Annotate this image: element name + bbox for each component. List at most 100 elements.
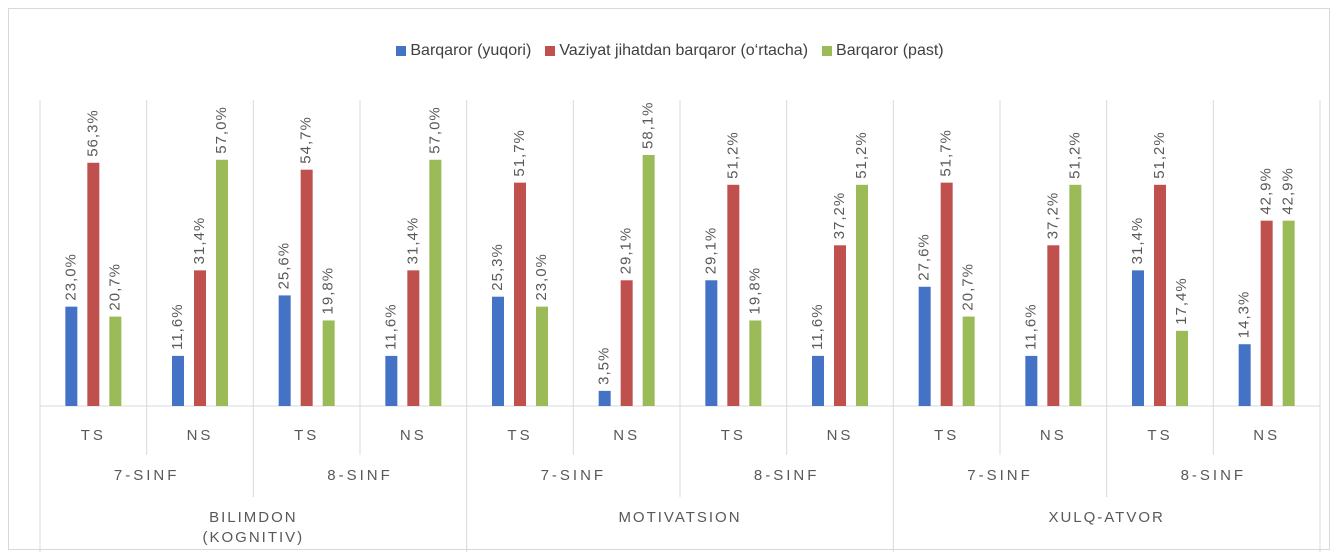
legend-label: Barqaror (yuqori): [410, 42, 532, 59]
bar: [278, 295, 291, 406]
subgroup-label: 8-SINF: [327, 467, 393, 484]
value-label: 14,3%: [1236, 291, 1253, 339]
bar: [1069, 184, 1082, 406]
x-tick-label: NS: [1040, 427, 1067, 444]
bar: [918, 286, 931, 406]
value-label: 17,4%: [1173, 277, 1190, 325]
value-label: 19,8%: [746, 267, 763, 315]
x-tick-label: TS: [294, 427, 319, 444]
value-label: 23,0%: [533, 253, 550, 301]
bar: [834, 245, 846, 406]
legend-swatch: [822, 46, 833, 56]
value-label: 42,9%: [1258, 167, 1275, 215]
subgroup-label: 8-SINF: [754, 467, 820, 484]
value-label: 23,0%: [62, 253, 79, 301]
legend-item: Barqaror (past): [822, 42, 944, 60]
value-label: 37,2%: [1044, 192, 1061, 240]
value-label: 31,4%: [1129, 217, 1146, 265]
group-label: XULQ-ATVOR: [1048, 509, 1165, 526]
bar: [940, 182, 953, 406]
bar: [598, 390, 611, 406]
bar: [705, 280, 718, 406]
value-label: 31,4%: [404, 217, 421, 265]
bar: [1282, 220, 1295, 406]
bar: [172, 355, 184, 406]
value-label: 3,5%: [596, 347, 613, 385]
value-label: 51,2%: [853, 131, 870, 179]
bar: [642, 155, 655, 406]
value-label: 56,3%: [84, 109, 101, 157]
bar: [429, 159, 442, 406]
group-label: MOTIVATSION: [618, 509, 742, 526]
bar: [407, 270, 420, 406]
value-label: 51,7%: [511, 129, 528, 177]
chart-frame: [8, 8, 1330, 550]
x-tick-label: NS: [400, 427, 427, 444]
x-tick-label: NS: [1253, 427, 1280, 444]
bar: [492, 296, 504, 406]
x-tick-label: NS: [613, 427, 640, 444]
bar: [620, 280, 633, 406]
value-label: 20,7%: [960, 263, 977, 311]
legend-swatch: [545, 46, 556, 56]
x-tick-label: TS: [721, 427, 746, 444]
bar: [87, 162, 100, 406]
value-label: 19,8%: [320, 267, 337, 315]
x-tick-label: TS: [81, 427, 106, 444]
bar: [1132, 270, 1144, 406]
value-label: 11,6%: [382, 303, 399, 349]
value-label: 25,6%: [276, 242, 293, 290]
value-label: 29,1%: [618, 227, 635, 275]
legend-label: Vaziyat jihatdan barqaror (o‘rtacha): [559, 42, 809, 59]
value-label: 42,9%: [1280, 167, 1297, 215]
bar: [1047, 245, 1060, 406]
bar: [536, 306, 548, 406]
bar: [856, 184, 868, 406]
value-label: 29,1%: [702, 227, 719, 275]
bar: [1154, 184, 1166, 406]
value-label: 25,3%: [489, 243, 506, 291]
bar: [194, 270, 206, 406]
value-label: 58,1%: [640, 101, 657, 149]
bar: [300, 169, 313, 406]
subgroup-label: 7-SINF: [541, 467, 607, 484]
legend: Barqaror (yuqori) Vaziyat jihatdan barqar…: [0, 42, 1340, 60]
bar: [65, 306, 78, 406]
legend-item: Vaziyat jihatdan barqaror (o‘rtacha): [545, 42, 808, 60]
value-label: 57,0%: [426, 106, 443, 154]
x-tick-label: TS: [1147, 427, 1172, 444]
subgroup-label: 7-SINF: [967, 467, 1033, 484]
value-label: 27,6%: [916, 233, 933, 281]
bar: [962, 316, 975, 406]
value-label: 54,7%: [298, 116, 315, 164]
legend-item: Barqaror (yuqori): [396, 42, 531, 60]
bar: [216, 159, 228, 406]
bar: [812, 355, 824, 406]
value-label: 11,6%: [169, 303, 186, 349]
value-label: 51,2%: [1151, 131, 1168, 179]
bar: [385, 355, 398, 406]
bar: [727, 184, 740, 406]
value-label: 51,2%: [724, 131, 741, 179]
x-tick-label: TS: [934, 427, 959, 444]
x-tick-label: NS: [827, 427, 854, 444]
value-label: 37,2%: [831, 192, 848, 240]
bar: [322, 320, 335, 406]
subgroup-label: 7-SINF: [114, 467, 180, 484]
value-label: 51,7%: [938, 129, 955, 177]
bar: [1238, 344, 1251, 406]
legend-swatch: [396, 46, 407, 56]
value-label: 51,2%: [1066, 131, 1083, 179]
bar: [514, 182, 526, 406]
x-tick-label: NS: [187, 427, 214, 444]
bar: [1025, 355, 1038, 406]
value-label: 11,6%: [1022, 303, 1039, 349]
bar: [109, 316, 122, 406]
legend-label: Barqaror (past): [836, 42, 944, 59]
bar: [1260, 220, 1273, 406]
bar: [749, 320, 762, 406]
subgroup-label: 8-SINF: [1181, 467, 1247, 484]
value-label: 11,6%: [809, 303, 826, 349]
